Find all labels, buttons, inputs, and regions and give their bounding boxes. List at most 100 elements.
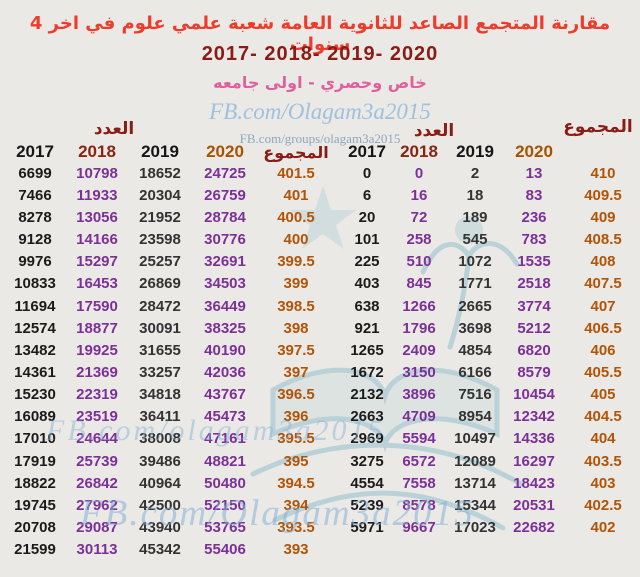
left-table-row: 9976 15297 25257 32691 399.5 [4,251,334,273]
cell-2019: 2665 [458,297,492,315]
cell-2019: 7516 [458,386,492,404]
cell-total: 397 [283,363,309,381]
right-total-label: المجموع [563,117,633,137]
left-table-rows: 6699 10798 18652 24725 401.5 7466 11933 20304 26… [4,162,334,561]
left-header-2017: 2017 [16,142,54,161]
cell-2018: 3896 [402,386,436,404]
cell-2020: 50480 [204,474,246,492]
cell-2017: 0 [362,164,372,182]
cell-2019: 17023 [454,519,496,537]
cell-2017: 21599 [14,541,56,559]
cell-2018: 10798 [76,164,118,182]
left-table-row: 17919 25739 39486 48821 395 [4,450,334,472]
cell-2020: 28784 [204,208,246,226]
cell-2020: 52150 [204,496,246,514]
cell-2017: 17010 [14,430,56,448]
cell-2019: 189 [462,208,488,226]
right-header-2017: 2017 [348,142,386,161]
cell-2019: 18 [466,186,484,204]
cell-2020: 8579 [517,363,551,381]
left-table-row: 21599 30113 45342 55406 393 [4,539,334,561]
cell-total: 400.5 [277,208,315,226]
cell-2018: 510 [406,253,432,271]
cell-total: 393.5 [277,519,315,537]
cell-2017: 8278 [18,208,52,226]
cell-2019: 26869 [139,275,181,293]
cell-total: 405.5 [584,363,622,381]
cell-2018: 7558 [402,474,436,492]
cell-total: 401.5 [277,164,315,182]
cell-2019: 21952 [139,208,181,226]
cell-total: 402.5 [584,496,622,514]
cell-2018: 3150 [402,363,436,381]
cell-2020: 783 [521,231,547,249]
cell-total: 396 [283,408,309,426]
cell-2019: 31655 [139,341,181,359]
cell-2018: 8578 [402,496,436,514]
cell-2019: 42500 [139,496,181,514]
cell-2019: 1072 [458,253,492,271]
cell-2020: 236 [521,208,547,226]
left-header-2020: 2020 [206,142,244,161]
cell-2020: 36449 [204,297,246,315]
cell-2019: 13714 [454,474,496,492]
cell-2019: 28472 [139,297,181,315]
right-table-row: 4554 7558 13714 18423 403 [342,472,640,494]
right-table-rows: 0 0 2 13 410 6 16 18 83 409.5 20 72 189 236 409 101 258 5… [342,162,640,539]
cell-2019: 6166 [458,363,492,381]
cell-2020: 18423 [513,474,555,492]
cell-2019: 40964 [139,474,181,492]
cell-2017: 11694 [14,297,56,315]
cell-2019: 30091 [139,319,181,337]
cell-2018: 258 [406,231,432,249]
cell-2019: 12089 [454,452,496,470]
page-title: مقارنة المتجمع الصاعد للثانوية العامة شع… [29,13,611,55]
cell-2018: 15297 [76,253,118,271]
cell-2018: 845 [406,275,432,293]
left-table-row: 17010 24644 38008 47161 395.5 [4,428,334,450]
cell-2019: 15344 [454,496,496,514]
title-years: 2017- 2018- 2019- 2020 [201,43,439,65]
cell-total: 398.5 [277,297,315,315]
cell-2017: 403 [354,275,380,293]
cell-2020: 22682 [513,519,555,537]
left-table-row: 16089 23519 36411 45473 396 [4,406,334,428]
cell-total: 407.5 [584,275,622,293]
right-table-row: 2663 4709 8954 12342 404.5 [342,406,640,428]
cell-2017: 15230 [14,386,56,404]
cell-2017: 921 [354,319,380,337]
right-table-row: 2132 3896 7516 10454 405 [342,384,640,406]
cell-2017: 19745 [14,496,56,514]
cell-2017: 2663 [350,408,384,426]
left-table: 2017 2018 2019 2020 المجموع 6699 10798 186… [4,142,334,561]
left-table-row: 12574 18877 30091 38325 398 [4,317,334,339]
right-header-2020: 2020 [515,142,553,161]
cell-2020: 55406 [204,541,246,559]
cell-2018: 19925 [76,341,118,359]
cell-2020: 43767 [204,386,246,404]
cell-2018: 18877 [76,319,118,337]
cell-2018: 6572 [402,452,436,470]
cell-2020: 1535 [517,253,551,271]
cell-2019: 36411 [139,408,181,426]
left-table-row: 20708 29087 43940 53765 393.5 [4,517,334,539]
cell-2018: 22319 [76,386,118,404]
cell-2017: 3275 [350,452,384,470]
cell-2020: 16297 [513,452,555,470]
right-table: 2017 2018 2019 2020 0 0 2 13 410 6 16 18 83 409.5… [342,142,640,539]
cell-2017: 13482 [14,341,56,359]
cell-2017: 6699 [18,164,52,182]
cell-total: 404.5 [584,408,622,426]
left-table-row: 9128 14166 23598 30776 400 [4,228,334,250]
cell-2017: 638 [354,297,380,315]
right-table-row: 5239 8578 15344 20531 402.5 [342,494,640,516]
cell-2019: 8954 [458,408,492,426]
cell-total: 394.5 [277,474,315,492]
cell-total: 399 [283,275,309,293]
cell-2019: 33257 [139,363,181,381]
left-header-2019: 2019 [141,142,179,161]
cell-2019: 34818 [139,386,181,404]
cell-2017: 7466 [18,186,52,204]
cell-2020: 34503 [204,275,246,293]
cell-2017: 16089 [14,408,56,426]
